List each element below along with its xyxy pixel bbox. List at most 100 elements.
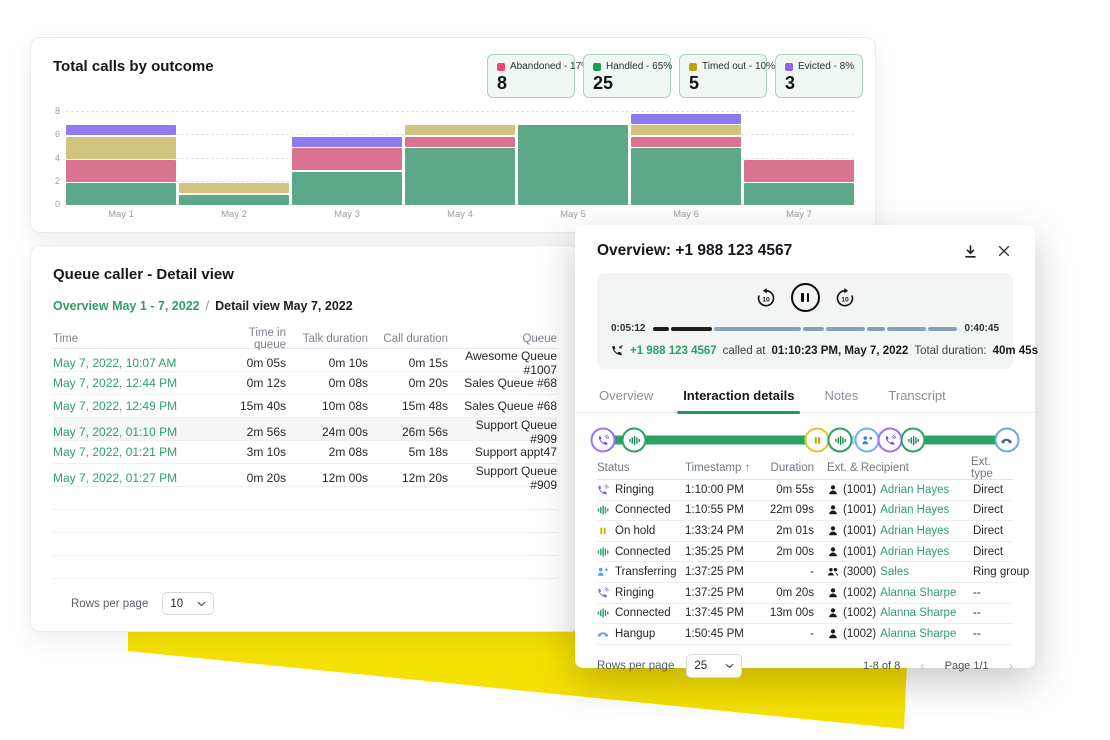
bar-segment-abandoned[interactable]: [405, 136, 515, 147]
queue-table-row[interactable]: May 7, 2022, 01:10 PM 2m 56s 24m 00s 26m 56…: [53, 418, 557, 446]
queue-table-row[interactable]: May 7, 2022, 01:21 PM 3m 10s 2m 08s 5m 18s S…: [53, 441, 557, 464]
bar-segment-abandoned[interactable]: [744, 160, 854, 182]
queue-table-row[interactable]: May 7, 2022, 01:27 PM 0m 20s 12m 00s 12m 20…: [53, 464, 557, 492]
overview-panel-title: Overview: +1 988 123 4567: [597, 242, 793, 259]
timeline-event-connected-icon[interactable]: [900, 427, 926, 453]
timeline-event-connected-icon[interactable]: [827, 427, 853, 453]
timeline-event-ringing-icon[interactable]: [877, 427, 903, 453]
column-header[interactable]: Timestamp ↑: [685, 462, 751, 474]
column-header[interactable]: Talk duration: [302, 333, 368, 345]
cell-queue: Sales Queue #68: [464, 376, 557, 390]
prev-page-icon[interactable]: ‹: [920, 658, 925, 674]
rows-per-page-select[interactable]: 25: [686, 653, 743, 678]
svg-text:10: 10: [841, 296, 849, 303]
legend-chip-abandoned[interactable]: Abandoned - 17% 8: [487, 54, 590, 98]
cell-time-link[interactable]: May 7, 2022, 01:27 PM: [53, 471, 178, 485]
bar-segment-handled[interactable]: [405, 148, 515, 205]
column-header[interactable]: Time in queue: [248, 327, 286, 351]
queue-table-row[interactable]: May 7, 2022, 10:07 AM 0m 05s 0m 10s 0m 15s A…: [53, 349, 557, 377]
timeline-event-transferring-icon[interactable]: [854, 427, 880, 453]
called-at-label: called at: [722, 344, 766, 357]
cell-timestamp: 1:33:24 PM: [685, 524, 744, 537]
breadcrumb-separator: /: [205, 299, 210, 313]
tab-interaction-details[interactable]: Interaction details: [677, 382, 801, 414]
cell-time-link[interactable]: May 7, 2022, 12:49 PM: [53, 399, 178, 413]
column-header[interactable]: Status: [597, 462, 630, 474]
bar-segment-timed-out[interactable]: [631, 125, 741, 136]
column-header[interactable]: Ext. type: [971, 456, 993, 480]
bar-segment-abandoned[interactable]: [631, 136, 741, 147]
timeline-event-ringing-icon[interactable]: [590, 427, 616, 453]
skip-forward-10-icon[interactable]: 10: [834, 287, 856, 309]
progress-segment: [867, 326, 885, 331]
legend-value: 8: [497, 73, 508, 93]
column-header[interactable]: Call duration: [383, 333, 448, 345]
cell-timestamp: 1:37:25 PM: [685, 566, 744, 579]
column-header[interactable]: Ext. & Recipient: [827, 462, 909, 474]
interaction-table-row: Hangup 1:50:45 PM - (1002) Alanna Sharpe --: [597, 624, 1013, 645]
tab-notes[interactable]: Notes: [824, 388, 859, 403]
bar-segment-handled[interactable]: [744, 183, 854, 205]
tab-overview[interactable]: Overview: [599, 388, 654, 403]
next-page-icon[interactable]: ›: [1008, 658, 1013, 674]
rows-per-page-select[interactable]: 10: [162, 592, 215, 615]
bar-segment-timed-out[interactable]: [66, 136, 176, 159]
cell-duration: -: [810, 627, 814, 640]
bar-segment-handled[interactable]: [179, 194, 289, 205]
legend-label: Handled - 65%: [606, 61, 673, 72]
column-header[interactable]: Time: [53, 333, 79, 345]
person-icon: [827, 504, 839, 516]
bar-segment-evicted[interactable]: [292, 136, 402, 147]
recipient-link[interactable]: Sales: [880, 566, 910, 579]
recipient-link[interactable]: Adrian Hayes: [880, 545, 950, 558]
bar-segment-evicted[interactable]: [66, 125, 176, 136]
y-axis-tick: 6: [54, 129, 60, 140]
timeline-event-hangup-icon[interactable]: [994, 427, 1020, 453]
cell-time-link[interactable]: May 7, 2022, 01:10 PM: [53, 425, 178, 439]
bar-segment-abandoned[interactable]: [292, 148, 402, 171]
bar-segment-handled[interactable]: [292, 171, 402, 205]
queue-table-row[interactable]: May 7, 2022, 12:44 PM 0m 12s 0m 08s 0m 20s S…: [53, 372, 557, 395]
cell-ext: (1002): [843, 607, 877, 620]
cell-time-link[interactable]: May 7, 2022, 12:44 PM: [53, 376, 178, 390]
bar-segment-handled[interactable]: [518, 125, 628, 205]
legend-chip-evicted[interactable]: Evicted - 8% 3: [775, 54, 863, 98]
legend-chip-handled[interactable]: Handled - 65% 25: [583, 54, 673, 98]
recipient-link[interactable]: Adrian Hayes: [880, 524, 950, 537]
bar-segment-handled[interactable]: [631, 148, 741, 205]
recipient-link[interactable]: Adrian Hayes: [880, 504, 950, 517]
download-icon[interactable]: [961, 242, 979, 260]
recipient-link[interactable]: Alanna Sharpe: [880, 586, 957, 599]
person-icon: [827, 546, 839, 558]
bar-segment-timed-out[interactable]: [405, 125, 515, 136]
cell-time-link[interactable]: May 7, 2022, 10:07 AM: [53, 356, 177, 370]
bar-segment-timed-out[interactable]: [179, 183, 289, 194]
caller-number-link[interactable]: +1 988 123 4567: [630, 344, 717, 357]
cell-ext-type: --: [973, 607, 981, 620]
bar-segment-abandoned[interactable]: [66, 160, 176, 182]
cell-timestamp: 1:37:25 PM: [685, 586, 744, 599]
bars-container: [66, 112, 854, 205]
tab-transcript[interactable]: Transcript: [888, 388, 946, 403]
legend-chip-timed-out[interactable]: Timed out - 10% 5: [679, 54, 775, 98]
cell-time-link[interactable]: May 7, 2022, 01:21 PM: [53, 445, 178, 459]
recipient-link[interactable]: Alanna Sharpe: [880, 627, 957, 640]
column-header[interactable]: Duration: [770, 462, 814, 474]
cell-talk-duration: 24m 00s: [321, 425, 368, 439]
recipient-link[interactable]: Adrian Hayes: [880, 483, 950, 496]
bar-segment-handled[interactable]: [66, 183, 176, 205]
pause-button[interactable]: [790, 283, 820, 312]
progress-bar[interactable]: [653, 326, 957, 331]
breadcrumb-overview-link[interactable]: Overview May 1 - 7, 2022: [53, 299, 200, 313]
chart-x-axis-labels: May 1 May 2 May 3 May 4 May 5 May 6 May 7: [66, 209, 854, 220]
timeline-event-connected-icon[interactable]: [621, 427, 647, 453]
column-header[interactable]: Queue: [522, 333, 557, 345]
skip-back-10-icon[interactable]: 10: [755, 287, 777, 309]
queue-table-row[interactable]: May 7, 2022, 12:49 PM 15m 40s 10m 08s 15m 4…: [53, 395, 557, 418]
y-axis-tick: 2: [54, 175, 60, 186]
timeline-event-hold-icon[interactable]: [804, 427, 830, 453]
bar-segment-evicted[interactable]: [631, 113, 741, 124]
recipient-link[interactable]: Alanna Sharpe: [880, 607, 957, 620]
close-icon[interactable]: [995, 242, 1013, 260]
svg-text:10: 10: [762, 296, 770, 303]
